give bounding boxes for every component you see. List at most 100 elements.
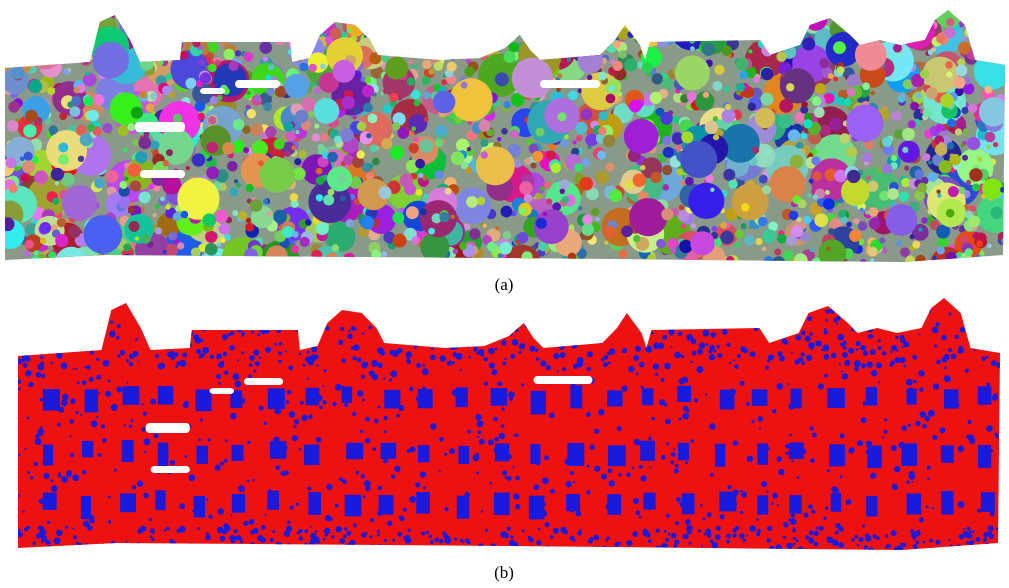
edge-point: [536, 460, 541, 465]
edge-point: [529, 309, 535, 315]
edge-point: [755, 553, 760, 558]
edge-point: [431, 348, 433, 350]
edge-point: [347, 334, 352, 340]
edge-point: [488, 348, 494, 354]
edge-point: [825, 507, 828, 510]
segment: [1000, 187, 1006, 193]
segment: [904, 16, 910, 22]
segment: [955, 128, 962, 135]
edge-point: [791, 460, 793, 462]
segment: [131, 107, 143, 119]
edge-point: [671, 346, 673, 348]
edge-point: [997, 362, 1003, 368]
edge-point: [699, 342, 705, 348]
edge-point: [757, 416, 762, 422]
segment: [866, 175, 871, 180]
edge-point: [175, 365, 178, 368]
segment: [123, 243, 131, 251]
segment: [435, 139, 444, 148]
edge-point: [369, 300, 375, 307]
edge-point: [352, 412, 356, 416]
edge-point: [213, 298, 220, 305]
segment: [855, 39, 887, 71]
edge-point: [823, 517, 826, 520]
edge-point: [324, 369, 327, 372]
segment: [829, 118, 842, 131]
edge-point: [622, 385, 628, 391]
edge-point: [494, 447, 500, 453]
segment: [423, 91, 431, 99]
edge-point: [814, 542, 819, 547]
edge-point: [199, 393, 201, 395]
segment: [651, 21, 660, 30]
segment: [676, 260, 689, 273]
edge-point: [179, 360, 186, 367]
edge-point: [985, 543, 990, 548]
segment: [730, 28, 737, 35]
edge-point: [494, 437, 499, 442]
segment: [451, 151, 465, 165]
segment: [550, 19, 560, 29]
edge-point: [262, 309, 266, 313]
segment: [578, 206, 583, 211]
segment: [591, 18, 598, 25]
edge-point: [73, 535, 77, 539]
segment: [295, 130, 299, 134]
segment: [369, 52, 381, 64]
edge-point: [746, 402, 750, 406]
segment: [168, 265, 176, 273]
edge-point: [500, 507, 502, 509]
edge-point: [726, 540, 730, 544]
segment: [836, 97, 845, 106]
edge-point: [475, 338, 478, 341]
edge-point: [923, 541, 926, 544]
panel-b-image: [15, 296, 1002, 561]
edge-point: [746, 535, 748, 537]
edge-point: [439, 539, 444, 544]
segment: [523, 262, 537, 276]
segment: [59, 25, 64, 30]
segment: [576, 135, 582, 141]
edge-point: [915, 540, 919, 544]
edge-point: [377, 510, 383, 516]
segment: [465, 12, 475, 22]
edge-point: [448, 338, 453, 343]
edge-point: [286, 400, 289, 403]
segment: [581, 109, 593, 121]
edge-point: [700, 504, 703, 507]
edge-point: [255, 361, 260, 366]
edge-point: [228, 333, 231, 336]
edge-point: [674, 352, 681, 359]
segment: [608, 34, 616, 42]
segment: [932, 8, 937, 13]
edge-point: [268, 321, 270, 323]
edge-point: [440, 355, 446, 361]
segment: [553, 17, 560, 24]
edge-point: [886, 301, 891, 306]
edge-point: [785, 451, 789, 455]
segment: [477, 197, 486, 206]
edge-point: [241, 334, 244, 337]
segment: [124, 176, 128, 180]
segment: [900, 14, 935, 49]
segment: [772, 256, 785, 269]
segment: [48, 30, 53, 35]
edge-point: [44, 398, 47, 401]
segment: [962, 155, 968, 161]
segment: [979, 97, 1008, 126]
edge-point: [975, 537, 980, 542]
segment: [88, 110, 99, 121]
edge-point: [722, 329, 728, 335]
edge-point: [632, 531, 638, 537]
edge-point: [687, 529, 692, 534]
edge-point: [430, 423, 436, 430]
edge-point: [127, 382, 129, 384]
edge-point: [510, 354, 515, 359]
edge-point: [533, 484, 539, 490]
window: [608, 445, 626, 466]
segment: [381, 138, 392, 149]
edge-point: [355, 328, 357, 330]
edge-point: [886, 536, 888, 538]
edge-point: [144, 451, 146, 453]
segment: [371, 210, 376, 215]
